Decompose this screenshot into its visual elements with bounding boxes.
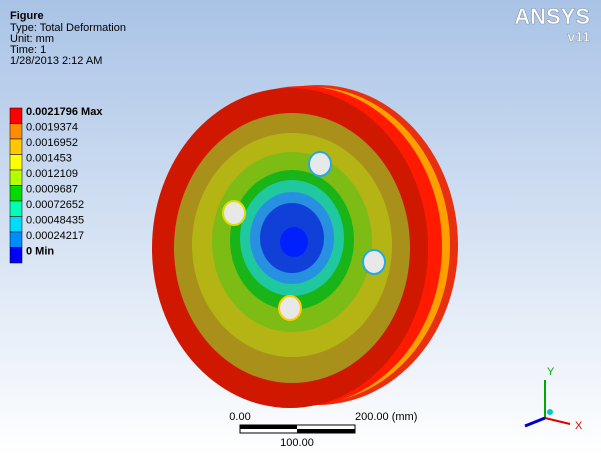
legend-swatch — [10, 201, 22, 217]
legend-label: 0.0012109 — [26, 168, 78, 180]
scale-left: 0.00 — [229, 411, 250, 423]
legend-label: 0.00048435 — [26, 214, 84, 226]
logo-brand: ANSYS — [514, 4, 590, 29]
legend-label: 0.00072652 — [26, 199, 84, 211]
legend-swatch — [10, 248, 22, 264]
scale-right: 200.00 (mm) — [355, 411, 417, 423]
triad-y: Y — [547, 366, 555, 378]
legend-label: 0.00024217 — [26, 230, 84, 242]
legend-label: 0.0021796 Max — [26, 106, 103, 118]
page: {"header": {"title": "Figure", "lines": … — [0, 0, 601, 455]
logo-version: v11 — [567, 29, 590, 45]
legend-swatch — [10, 139, 22, 155]
legend-swatch — [10, 155, 22, 171]
scale-middle: 100.00 — [280, 437, 314, 449]
legend-swatch — [10, 217, 22, 233]
scale-bar — [240, 425, 355, 433]
legend-swatch — [10, 108, 22, 124]
legend-swatch — [10, 170, 22, 186]
legend-label: 0.0019374 — [26, 121, 78, 133]
figure-title: Figure — [10, 10, 44, 22]
model — [152, 85, 458, 408]
legend-swatch — [10, 186, 22, 202]
viewport: Figure Type: Total DeformationUnit: mmTi… — [0, 0, 601, 455]
header-line: 1/28/2013 2:12 AM — [10, 55, 102, 67]
legend-label: 0.001453 — [26, 152, 72, 164]
legend-label: 0 Min — [26, 245, 54, 257]
triad-x: X — [575, 420, 583, 432]
legend-swatch — [10, 124, 22, 140]
legend-label: 0.0009687 — [26, 183, 78, 195]
legend-label: 0.0016952 — [26, 137, 78, 149]
legend-swatch — [10, 232, 22, 248]
